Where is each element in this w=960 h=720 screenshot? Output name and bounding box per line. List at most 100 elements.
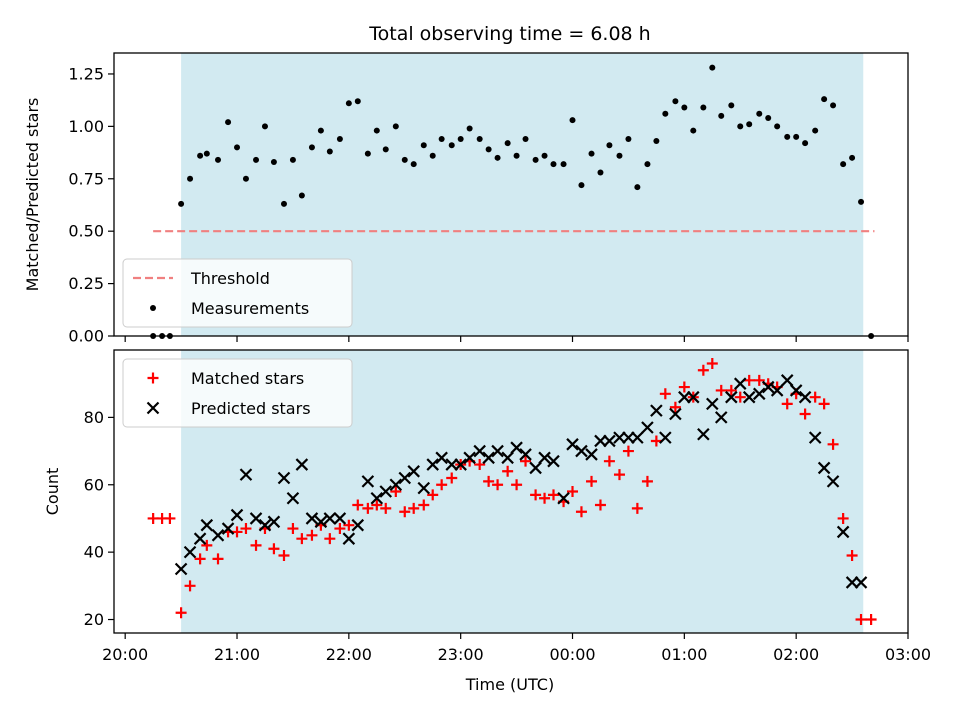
- data-point: [780, 374, 794, 387]
- data-point: [317, 127, 324, 134]
- data-point: [728, 102, 735, 109]
- x-tick-label: 20:00: [102, 645, 148, 664]
- data-point: [662, 110, 669, 117]
- data-point: [183, 545, 197, 559]
- data-point: [253, 156, 260, 163]
- data-point: [314, 515, 328, 529]
- data-point: [474, 459, 486, 471]
- data-point: [466, 125, 473, 132]
- data-point: [457, 135, 464, 142]
- data-point: [197, 152, 204, 159]
- data-point: [258, 518, 272, 532]
- data-point: [855, 614, 867, 626]
- data-point: [504, 140, 511, 147]
- data-point: [323, 512, 337, 525]
- data-point: [326, 148, 333, 155]
- data-point: [753, 374, 765, 386]
- data-point: [212, 553, 224, 565]
- data-point: [420, 142, 427, 149]
- data-point: [298, 192, 305, 199]
- data-point: [175, 607, 187, 619]
- data-point: [448, 142, 455, 149]
- y-tick-label: 40: [84, 543, 104, 562]
- data-point: [289, 156, 296, 163]
- data-point: [193, 532, 207, 545]
- y-tick-label: 0.25: [68, 274, 104, 293]
- y-tick-label: 1.25: [68, 64, 104, 83]
- legend-marker: [146, 401, 160, 415]
- data-point: [585, 448, 598, 461]
- data-point: [700, 104, 707, 111]
- plot-frame: [113, 52, 909, 337]
- data-point: [178, 200, 185, 207]
- data-point: [706, 397, 719, 411]
- data-point: [280, 200, 287, 207]
- legend-label: Threshold: [190, 269, 270, 288]
- data-point: [201, 539, 213, 551]
- data-point: [373, 127, 380, 134]
- data-point: [793, 133, 800, 140]
- data-point: [308, 144, 315, 151]
- data-point: [547, 489, 559, 501]
- data-point: [390, 486, 402, 497]
- data-point: [164, 512, 176, 524]
- x-tick-label: 00:00: [549, 645, 595, 664]
- data-point: [808, 431, 822, 444]
- data-point: [529, 461, 542, 475]
- data-point: [511, 479, 523, 491]
- data-point: [203, 150, 210, 157]
- x-tick-label: 02:00: [773, 645, 819, 664]
- data-point: [840, 161, 847, 168]
- data-point: [361, 475, 375, 488]
- data-point: [634, 184, 641, 191]
- data-point: [240, 523, 252, 535]
- data-point: [578, 182, 585, 189]
- data-point: [837, 512, 849, 524]
- data-point: [438, 135, 445, 142]
- data-point: [865, 614, 877, 626]
- data-point: [352, 499, 364, 511]
- data-point: [522, 135, 529, 142]
- data-point: [277, 471, 291, 485]
- data-point: [250, 539, 262, 551]
- data-point: [343, 519, 355, 531]
- data-point: [690, 127, 697, 134]
- data-point: [446, 472, 458, 484]
- data-point: [733, 377, 747, 390]
- series-matched-stars: [147, 357, 877, 626]
- data-point: [513, 152, 520, 159]
- data-point: [734, 391, 746, 403]
- data-point: [211, 529, 225, 542]
- data-point: [502, 465, 514, 477]
- y-tick-label: 0.75: [68, 169, 104, 188]
- data-point: [765, 114, 772, 121]
- data-point: [798, 390, 812, 404]
- data-point: [613, 431, 626, 444]
- data-point: [709, 64, 716, 71]
- data-point: [200, 518, 214, 532]
- data-point: [491, 444, 504, 458]
- data-point: [231, 526, 243, 538]
- ratio-panel: 0.00 0.25 0.50 0.75 1.00 1.25 Matched/Predicte…: [23, 52, 909, 346]
- data-point: [725, 390, 738, 404]
- data-point: [463, 451, 476, 465]
- data-point: [445, 458, 459, 471]
- data-point: [622, 445, 634, 457]
- data-point: [364, 150, 371, 157]
- data-point: [530, 489, 542, 501]
- legend-label: Matched stars: [191, 369, 304, 388]
- data-point: [295, 458, 309, 471]
- legend-label: Predicted stars: [191, 399, 311, 418]
- x-tick-label: 23:00: [438, 645, 484, 664]
- series-measurements: [150, 64, 875, 339]
- data-point: [370, 491, 384, 505]
- data-point: [818, 398, 830, 410]
- data-point: [616, 152, 623, 159]
- chart-title: Total observing time = 6.08 h: [368, 23, 650, 45]
- data-point: [799, 408, 811, 420]
- data-point: [836, 525, 850, 539]
- data-point: [532, 156, 539, 163]
- data-point: [849, 154, 856, 161]
- data-point: [622, 431, 635, 444]
